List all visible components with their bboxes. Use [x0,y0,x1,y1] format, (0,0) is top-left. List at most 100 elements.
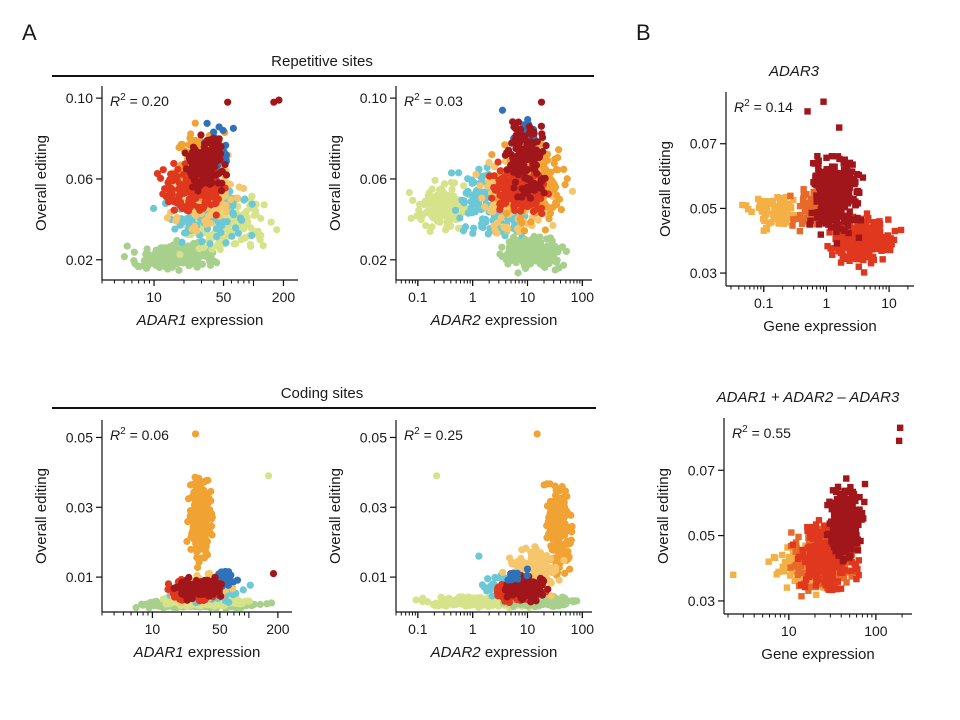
data-point [832,190,839,198]
data-point [831,244,838,252]
data-point [897,226,905,234]
data-point [852,243,859,250]
data-point [796,227,804,235]
data-point [455,169,463,177]
data-point [505,190,514,199]
data-point [841,156,849,163]
data-point [469,229,477,237]
data-point [815,160,822,168]
data-point [546,209,555,217]
data-point [827,200,834,208]
data-point [228,209,237,217]
data-point [415,200,424,209]
data-point [230,240,238,248]
data-point [815,221,823,228]
data-point [155,263,164,272]
data-point [755,195,762,203]
data-point [505,246,514,254]
data-point [501,141,509,149]
data-point [202,543,210,551]
data-point [866,225,874,232]
data-point [833,206,841,213]
data-point [209,134,217,142]
data-point [784,210,791,217]
data-point [847,168,854,175]
data-point [445,594,453,602]
data-point [515,166,524,175]
data-point [797,212,804,220]
data-point [891,227,899,235]
data-point [540,244,549,252]
data-point [781,214,789,222]
data-point [529,159,537,168]
data-point [551,155,559,163]
data-point [739,201,746,209]
data-point [539,147,547,156]
data-point [827,245,834,252]
data-point [838,192,846,199]
data-point [206,506,214,514]
data-point [467,598,475,606]
data-point [447,197,456,205]
data-point [563,175,571,183]
data-point [809,203,816,210]
y-tick-label: 0.03 [66,499,93,515]
data-point [775,220,782,227]
data-point [226,180,235,188]
data-point [200,521,209,529]
y-tick-label: 0.10 [66,90,93,106]
data-point [495,181,503,189]
data-point [822,220,830,227]
data-point [488,151,496,159]
data-point [844,222,851,229]
data-point [479,597,487,605]
data-point [172,217,180,225]
data-point [187,130,195,138]
data-point [840,166,848,173]
data-point [543,156,552,164]
data-point [273,226,281,234]
data-point [183,576,191,584]
data-point [547,168,555,176]
data-point [878,241,885,248]
points-cod-adar2 [412,430,581,611]
data-point [484,182,492,190]
data-point [555,146,563,154]
x-tick-label: 10 [146,289,162,305]
data-point [208,191,217,199]
data-point [830,171,837,178]
data-point [149,204,158,213]
data-point [194,159,202,167]
data-point [182,186,190,194]
data-point [548,177,556,185]
data-point [194,478,202,486]
x-axis-label: ADAR2 expression [430,312,558,329]
data-point [568,522,576,531]
data-point [520,227,529,235]
data-point [842,194,850,202]
data-point [488,194,496,202]
data-point [529,207,538,216]
data-point [831,209,839,217]
data-point [132,604,140,611]
data-point [558,595,566,603]
data-point [484,230,492,238]
data-point [481,203,489,211]
data-point [509,118,517,126]
data-point [792,212,799,219]
data-point [201,152,209,160]
x-tick-label: 10 [881,295,897,311]
data-point [549,221,557,230]
data-point [160,244,168,252]
data-point [820,185,827,193]
data-point [431,209,439,217]
data-point [497,214,505,222]
data-point [238,216,246,224]
data-point [865,214,872,222]
data-point [259,242,267,250]
data-point [827,224,835,231]
data-point [218,221,226,230]
data-point [167,262,175,270]
data-point [163,214,171,222]
